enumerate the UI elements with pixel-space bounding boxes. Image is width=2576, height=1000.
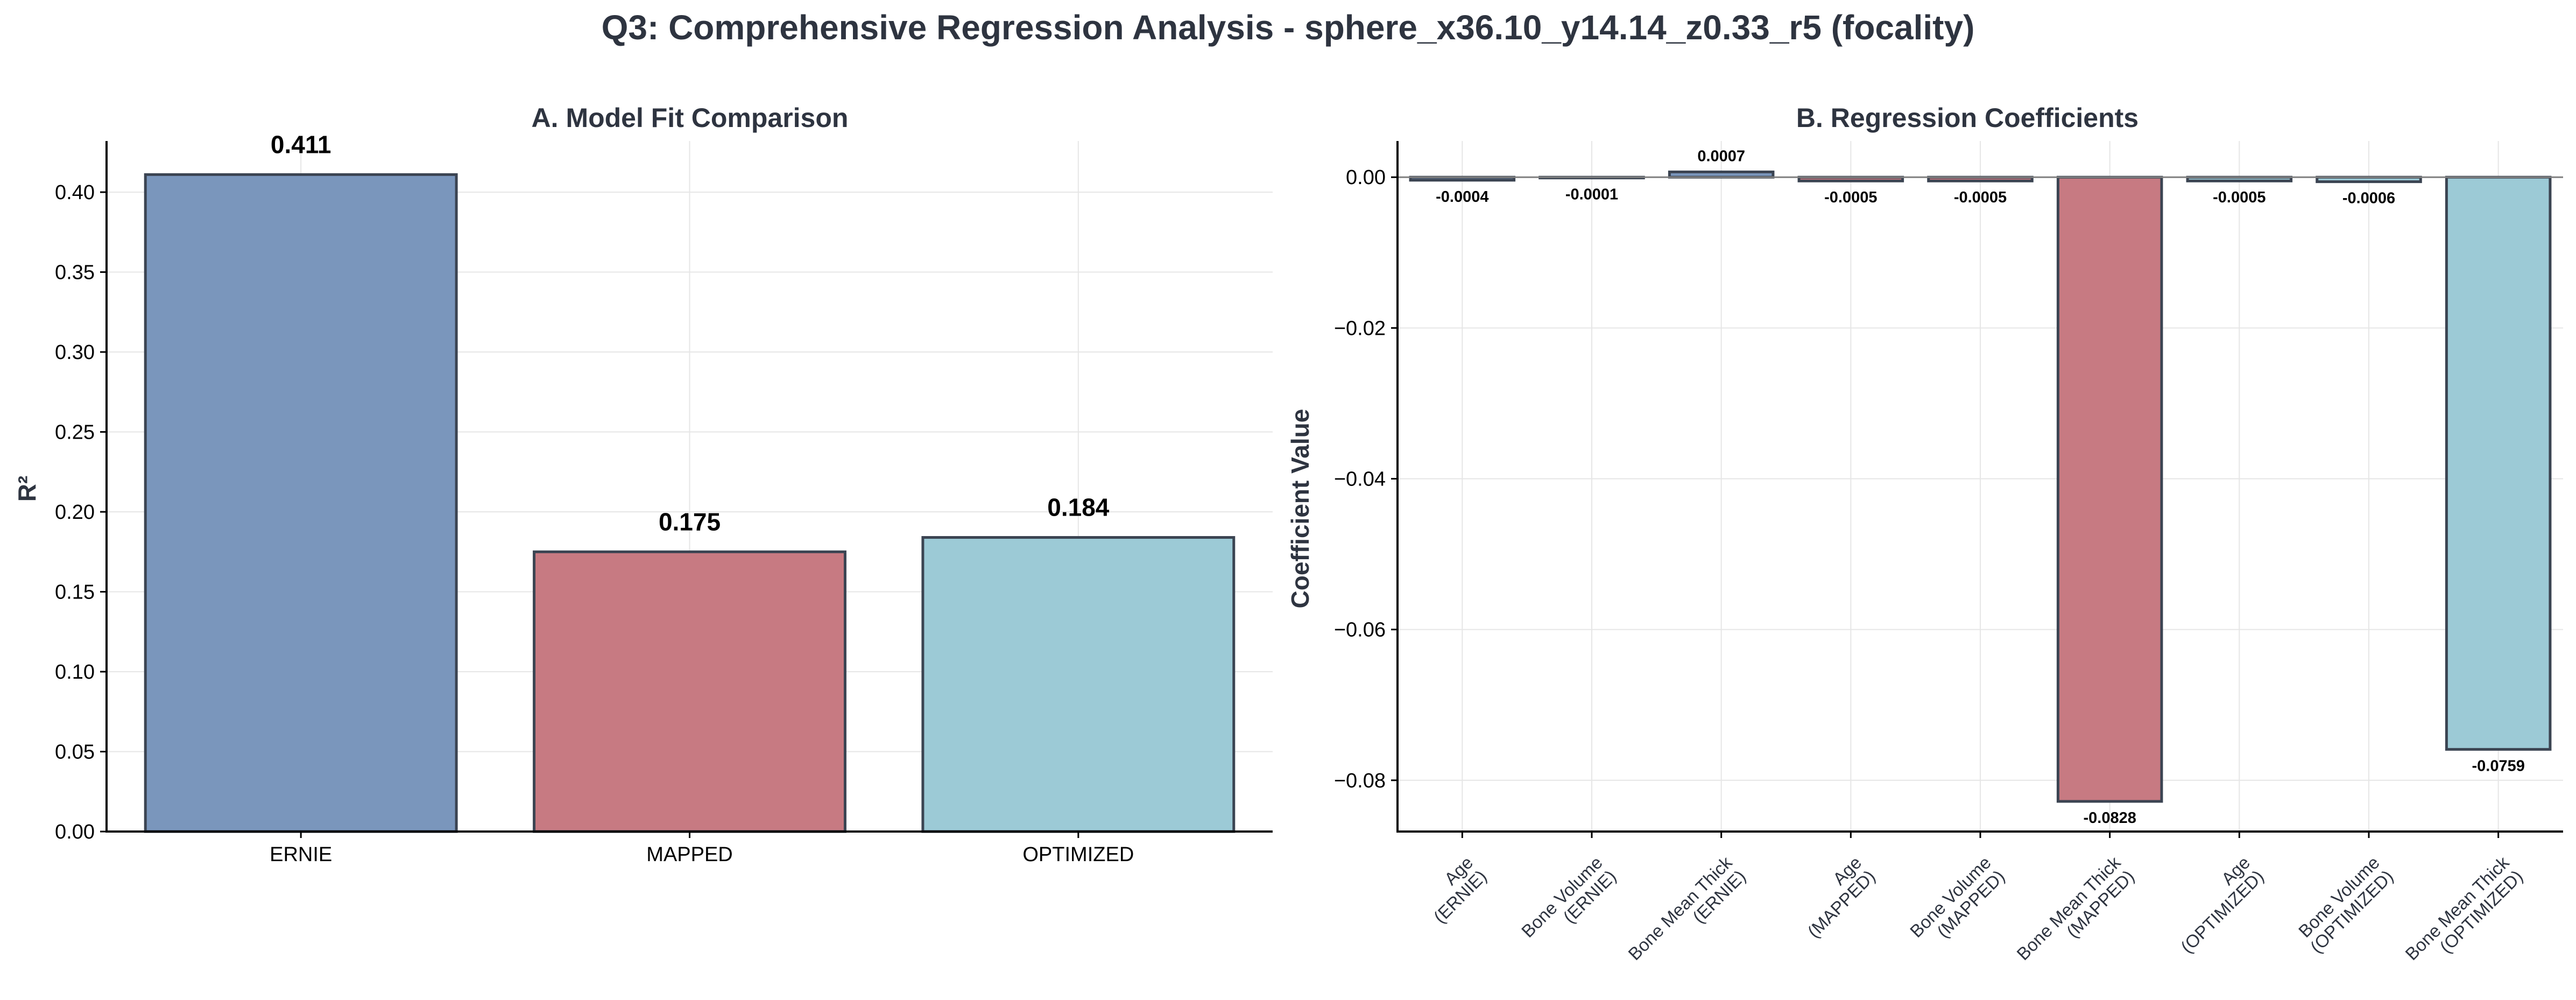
data-label: -0.0006 [2342,190,2395,207]
panel-b-bars [1409,170,2552,803]
y-tick-label: 0.35 [55,262,95,284]
panel-a-data-labels: 0.411 0.175 0.184 [271,130,1110,536]
data-label: -0.0005 [1954,189,2007,206]
x-tick-label: Bone Mean Thick(MAPPED) [2013,852,2138,964]
data-label: 0.0007 [1697,147,1745,165]
y-tick-label: −0.06 [1334,619,1386,642]
data-label: 0.184 [1047,494,1110,522]
panel-b-y-axis-label: Coefficient Value [1286,409,1314,609]
panel-b-title: B. Regression Coefficients [1796,103,2139,133]
panel-a-title: A. Model Fit Comparison [532,103,849,133]
x-tick-label: MAPPED [646,843,732,866]
x-tick-label: Bone Volume(MAPPED) [1906,853,2008,942]
data-label: -0.0001 [1565,186,1618,203]
y-tick-label: −0.04 [1334,468,1386,490]
bar-bone-mean-thick-optimized [2445,175,2552,751]
x-tick-label: Age(ERNIE) [1430,853,1491,927]
y-tick-label: 0.00 [1346,166,1386,189]
panel-a-y-axis-label: R² [13,476,41,502]
y-tick-label: 0.40 [55,181,95,204]
x-tick-label: Bone Mean Thick(OPTIMIZED) [2401,852,2526,964]
panel-a-x-ticks: ERNIE MAPPED OPTIMIZED [270,832,1134,866]
x-tick-label: ERNIE [270,843,332,866]
panel-a-bars [144,173,1236,833]
panel-a-model-fit: 0.00 0.05 0.10 0.15 0.20 0.25 0.30 0.35 0.40 ERN… [13,103,1273,866]
panel-b-x-ticks: Age(ERNIE) Bone Volume(ERNIE) Bone Mean Th… [1430,832,2526,964]
y-tick-label: 0.20 [55,501,95,524]
figure-title: Q3: Comprehensive Regression Analysis - … [601,8,1975,47]
panel-a-y-ticks: 0.00 0.05 0.10 0.15 0.20 0.25 0.30 0.35 0.40 [55,181,107,843]
y-tick-label: 0.15 [55,581,95,604]
bar-bone-mean-thick-mapped [2056,175,2163,803]
data-label: -0.0005 [2213,189,2266,206]
data-label: -0.0828 [2083,809,2136,827]
x-tick-label: Bone Volume(OPTIMIZED) [2295,853,2397,957]
x-tick-label: Bone Volume(ERNIE) [1518,853,1620,941]
data-label: 0.175 [659,508,721,536]
bar-mapped [533,550,846,833]
y-tick-label: −0.02 [1334,317,1386,340]
bar-optimized [921,536,1236,833]
x-tick-label: Age(MAPPED) [1803,853,1879,942]
x-tick-label: Bone Mean Thick(ERNIE) [1624,852,1749,964]
data-label: -0.0759 [2472,757,2524,774]
panel-b-coefficients: 0.00 −0.02 −0.04 −0.06 −0.08 Age(ERNIE) Bone … [1286,103,2563,964]
panel-b-gridlines [1398,141,2563,832]
bar-ernie [144,173,458,833]
panel-b-data-labels: -0.0004 -0.0001 0.0007 -0.0005 -0.0005 -0.082… [1436,147,2525,827]
data-label: 0.411 [271,130,331,158]
y-tick-label: 0.00 [55,821,95,843]
data-label: -0.0005 [1824,189,1877,206]
y-tick-label: 0.25 [55,421,95,444]
y-tick-label: 0.05 [55,741,95,764]
data-label: -0.0004 [1436,188,1488,206]
y-tick-label: −0.08 [1334,770,1386,792]
y-tick-label: 0.10 [55,661,95,684]
x-tick-label: Age(OPTIMIZED) [2177,853,2268,957]
y-tick-label: 0.30 [55,341,95,364]
x-tick-label: OPTIMIZED [1022,843,1134,866]
panel-b-y-ticks: 0.00 −0.02 −0.04 −0.06 −0.08 [1334,166,1398,792]
